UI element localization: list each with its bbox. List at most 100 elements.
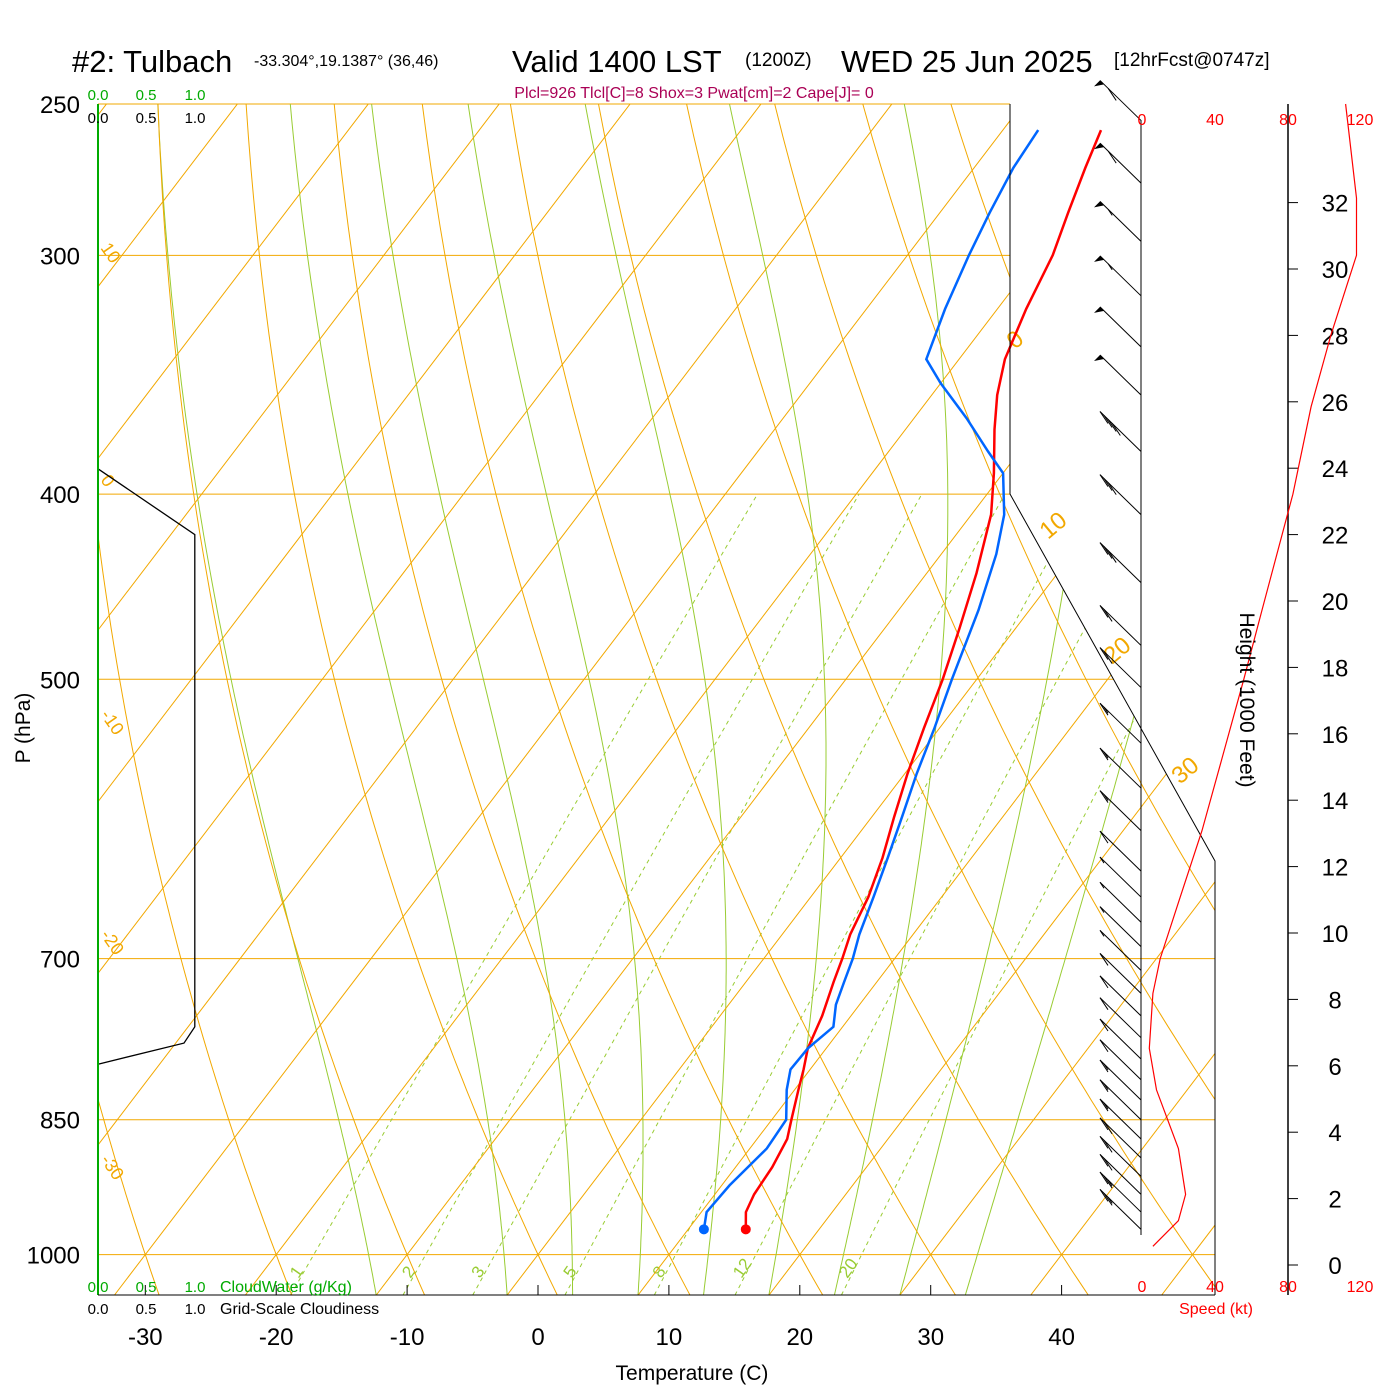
- wind-barb: [1099, 1171, 1142, 1213]
- dry-adiabat: [238, 104, 558, 1295]
- wind-barb: [1099, 1188, 1142, 1230]
- cloudiness-line: [97, 468, 196, 1065]
- isotherm-line: [98, 104, 641, 1295]
- height-axis-label: Height (1000 Feet): [1235, 612, 1258, 787]
- wind-barb: [1094, 142, 1142, 184]
- site-title: #2: Tulbach: [72, 44, 232, 79]
- speed-tick-bottom-0: 0: [1138, 1279, 1147, 1296]
- temp-tick-label: 30: [917, 1324, 944, 1351]
- dry-adiabat: [155, 104, 426, 1295]
- isotherm-label: -10: [97, 706, 128, 739]
- mixing-ratio-line: [472, 493, 923, 1295]
- forecast-date: WED 25 Jun 2025: [841, 44, 1093, 79]
- isotherm-line: [98, 104, 772, 1295]
- pressure-tick-1000: 1000: [27, 1243, 80, 1270]
- height-tick-label: 4: [1328, 1120, 1341, 1147]
- temperature-line: [744, 129, 1103, 1230]
- wind-barb: [1099, 997, 1142, 1039]
- pressure-tick-250: 250: [40, 92, 80, 119]
- wind-barb: [1099, 830, 1142, 872]
- height-tick-label: 24: [1322, 456, 1349, 483]
- dewpoint-line: [702, 129, 1040, 1230]
- cloudiness-tick-bottom-1: 0.5: [136, 1301, 157, 1318]
- speed-tick-top-2: 80: [1279, 112, 1297, 129]
- wind-barb: [1099, 1135, 1142, 1177]
- cloudwater-tick-bottom-0: 0.0: [88, 1279, 109, 1296]
- temp-tick-label: -20: [259, 1324, 294, 1351]
- cloud-fraction-profile: [97, 468, 196, 1065]
- isotherm-line: [98, 104, 903, 1295]
- wind-barb: [1099, 790, 1142, 831]
- wind-barb: [1099, 1039, 1142, 1081]
- isotherm-line: [98, 104, 380, 1295]
- cloudwater-tick-bottom-1: 0.5: [136, 1279, 157, 1296]
- cloudiness-tick-bottom-2: 1.0: [185, 1301, 206, 1318]
- valid-time: Valid 1400 LST: [512, 44, 722, 79]
- temp-tick-label: -30: [128, 1324, 163, 1351]
- height-tick-label: 28: [1322, 323, 1349, 350]
- height-tick-label: 26: [1322, 390, 1349, 417]
- cloudwater-tick-1: 0.5: [136, 87, 157, 104]
- wind-barb: [1099, 906, 1142, 947]
- surface-temp-marker: [740, 1224, 751, 1235]
- height-tick-label: 6: [1328, 1054, 1341, 1081]
- mixing-ratio-line: [290, 493, 758, 1295]
- isotherm-line: [114, 104, 1165, 1295]
- moist-adiabat: [444, 104, 644, 1295]
- wind-barb: [1094, 80, 1142, 121]
- speed-tick-top-1: 40: [1206, 112, 1224, 129]
- dry-adiabat: [651, 104, 1215, 1295]
- height-tick-label: 10: [1322, 921, 1349, 948]
- wind-barb: [1099, 647, 1142, 688]
- mixing-ratio-label: 2: [398, 1263, 419, 1282]
- mixing-ratio-label: 5: [560, 1263, 581, 1282]
- moist-adiabat: [964, 104, 1215, 1295]
- mixing-ratio-label: 3: [468, 1263, 489, 1282]
- wind-barb: [1099, 702, 1142, 744]
- isotherm-label: -30: [97, 1151, 128, 1184]
- wind-barb: [1094, 306, 1142, 348]
- height-tick-label: 0: [1328, 1253, 1341, 1280]
- isotherm-line: [899, 104, 1215, 1295]
- temp-tick-label: 20: [786, 1324, 813, 1351]
- wind-barb: [1094, 255, 1142, 297]
- cloudiness-label: Grid-Scale Cloudiness: [220, 1301, 379, 1318]
- moist-adiabat: [554, 104, 727, 1295]
- isotherm-line: [1161, 104, 1215, 1295]
- speed-tick-bottom-2: 80: [1279, 1279, 1297, 1296]
- wind-barb: [1099, 1098, 1142, 1140]
- wind-barb: [1099, 605, 1142, 646]
- pressure-tick-850: 850: [40, 1108, 80, 1135]
- wind-barb: [1099, 1079, 1142, 1121]
- dry-adiabat: [1396, 0, 1400, 1295]
- mixing-ratio-label: 12: [729, 1255, 755, 1281]
- speed-tick-bottom-1: 40: [1206, 1279, 1224, 1296]
- mixing-ratio-line: [653, 493, 1086, 1295]
- wind-barb: [1099, 747, 1142, 789]
- cloudiness-tick-0: 0.0: [88, 110, 109, 127]
- height-tick-label: 18: [1322, 655, 1349, 682]
- mixing-ratio-line: [734, 493, 1158, 1295]
- wind-barb: [1099, 1117, 1142, 1159]
- wind-barb: [1099, 929, 1142, 971]
- wind-barb: [1099, 881, 1142, 923]
- temp-tick-label: 10: [656, 1324, 683, 1351]
- pressure-tick-700: 700: [40, 947, 80, 974]
- y-axis-label: P (hPa): [12, 693, 35, 764]
- height-tick-label: 14: [1322, 788, 1349, 815]
- height-tick-label: 20: [1322, 589, 1349, 616]
- cloudwater-tick-2: 1.0: [185, 87, 206, 104]
- mixing-ratio-label: 8: [649, 1263, 670, 1282]
- isotherm-line: [98, 104, 510, 1295]
- isotherm-line: [98, 104, 249, 1295]
- temp-tick-label: -10: [390, 1324, 425, 1351]
- surface-dewpoint-marker: [698, 1224, 709, 1235]
- dry-adiabat: [486, 104, 956, 1295]
- isotherm-line: [1030, 104, 1215, 1295]
- mixing-ratio-label: 20: [835, 1255, 861, 1281]
- height-tick-label: 12: [1322, 855, 1349, 882]
- cloudiness-tick-2: 1.0: [185, 110, 206, 127]
- wind-barb: [1094, 354, 1142, 396]
- dry-adiabat: [403, 104, 824, 1295]
